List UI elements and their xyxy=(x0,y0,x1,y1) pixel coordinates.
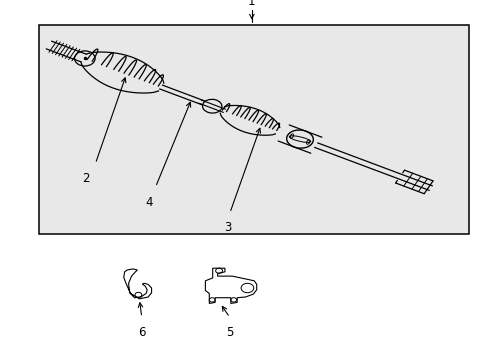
Text: 2: 2 xyxy=(81,172,89,185)
Text: 6: 6 xyxy=(138,326,145,339)
Text: 3: 3 xyxy=(223,221,231,234)
Text: 4: 4 xyxy=(145,196,153,209)
Text: 1: 1 xyxy=(247,0,255,8)
Text: 5: 5 xyxy=(225,326,233,339)
Bar xyxy=(39,25,468,234)
